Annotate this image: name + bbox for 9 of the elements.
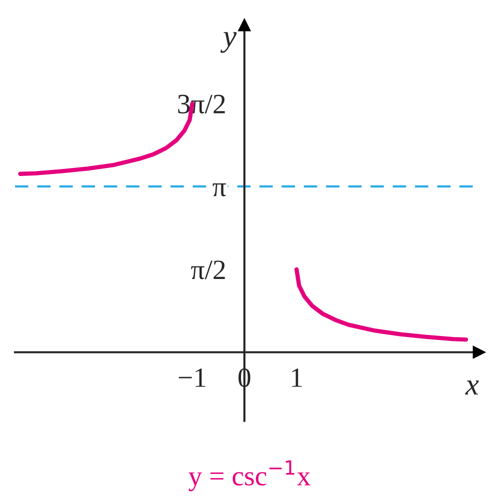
y-tick-label: 3π/2 (178, 94, 225, 114)
x-axis-title: x (465, 380, 479, 395)
y-axis-title: y (220, 32, 237, 53)
line-series (294, 267, 468, 342)
x-tick-label: 1 (292, 368, 302, 387)
y-tick-label: π/2 (191, 260, 225, 280)
x-tick-label: −1 (178, 368, 206, 387)
y-tick-label: π (212, 183, 226, 196)
text: y = csc$^{−1}$x (188, 460, 310, 492)
